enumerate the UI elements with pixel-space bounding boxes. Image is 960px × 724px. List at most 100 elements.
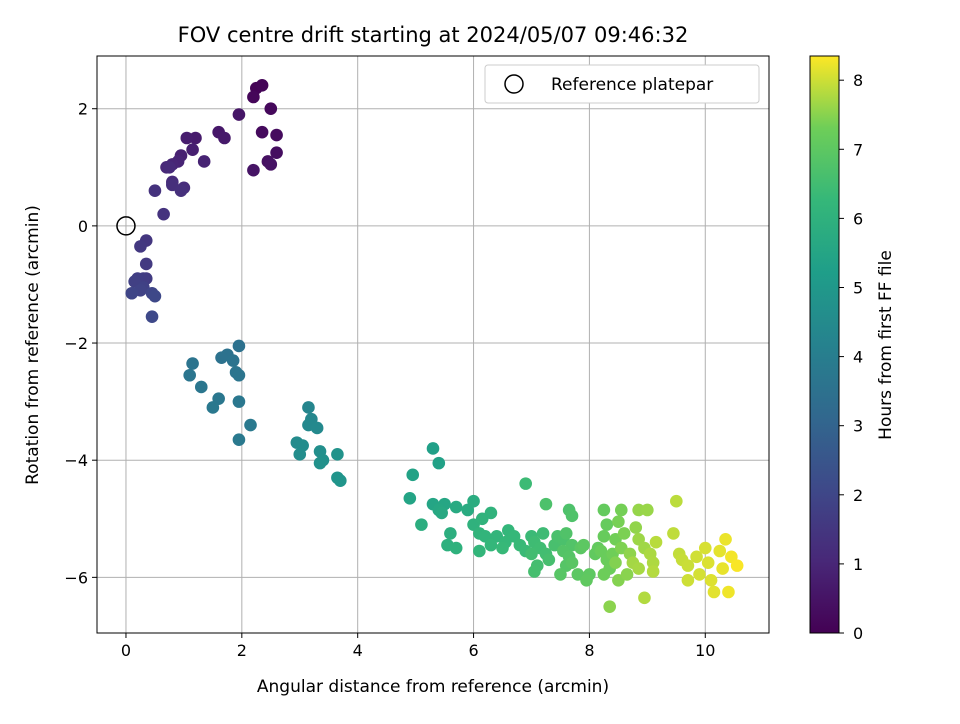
data-point (702, 556, 715, 569)
colorbar-label: Hours from first FF file (876, 250, 896, 440)
data-point (650, 536, 663, 549)
data-point (641, 504, 654, 517)
data-point (670, 495, 683, 508)
data-point (247, 164, 260, 177)
data-point (629, 521, 642, 534)
legend: Reference platepar (485, 65, 759, 103)
data-point (519, 477, 532, 490)
colorbar (810, 56, 839, 633)
data-point (215, 351, 228, 364)
data-point (233, 108, 246, 121)
data-point (618, 527, 631, 540)
data-point (632, 562, 645, 575)
data-point (621, 568, 634, 581)
data-point (415, 518, 428, 531)
data-point (264, 102, 277, 115)
data-point (566, 556, 579, 569)
data-point (540, 498, 553, 511)
data-point (207, 401, 220, 414)
data-point (731, 559, 744, 572)
colorbar-tick-label: 8 (853, 71, 863, 90)
x-tick-label: 10 (695, 641, 715, 660)
colorbar-tick-label: 4 (853, 348, 863, 367)
y-tick-label: −4 (64, 451, 88, 470)
colorbar-tick-label: 2 (853, 486, 863, 505)
data-point (525, 548, 538, 561)
data-point (244, 419, 257, 432)
x-tick-label: 8 (584, 641, 594, 660)
data-point (612, 515, 625, 528)
data-point (157, 208, 170, 221)
y-tick-label: 2 (78, 100, 88, 119)
data-point (218, 132, 231, 145)
data-point (705, 574, 718, 587)
data-point (331, 448, 344, 461)
data-point (444, 527, 457, 540)
x-tick-label: 4 (353, 641, 363, 660)
colorbar-tick-label: 0 (853, 624, 863, 643)
scatter-chart: 0 2 4 6 8 10 2 0 −2 −4 −6 FOV centre drift starti… (0, 0, 960, 720)
data-point (146, 310, 159, 323)
data-point (716, 562, 729, 575)
data-point (183, 369, 196, 382)
data-point (256, 79, 269, 92)
x-tick-label: 2 (237, 641, 247, 660)
data-point (719, 533, 732, 546)
data-point (432, 457, 445, 470)
data-point (233, 433, 246, 446)
data-point (713, 545, 726, 558)
data-point (435, 507, 448, 520)
data-point (233, 369, 246, 382)
data-point (233, 395, 246, 408)
data-point (404, 492, 417, 505)
data-point (270, 129, 283, 142)
data-point (256, 126, 269, 139)
data-point (667, 527, 680, 540)
data-point (699, 542, 712, 555)
data-point (560, 527, 573, 540)
data-point (450, 501, 463, 514)
data-point (543, 553, 556, 566)
data-point (682, 574, 695, 587)
data-point (195, 381, 208, 394)
data-point (485, 539, 498, 552)
data-point (134, 240, 147, 253)
data-point (311, 422, 324, 435)
x-tick-label: 0 (121, 641, 131, 660)
data-point (140, 258, 153, 271)
data-point (175, 184, 188, 197)
data-point (554, 568, 567, 581)
data-point (247, 91, 260, 104)
chart-title: FOV centre drift starting at 2024/05/07 … (178, 23, 689, 47)
data-point (198, 155, 211, 168)
y-tick-label: 0 (78, 217, 88, 236)
colorbar-tick-label: 3 (853, 417, 863, 436)
colorbar-tick-label: 5 (853, 278, 863, 297)
data-point (603, 600, 616, 613)
data-point (293, 448, 306, 461)
data-point (227, 354, 240, 367)
data-point (149, 184, 162, 197)
colorbar-tick-label: 7 (853, 140, 863, 159)
data-point (473, 545, 486, 558)
data-point (180, 132, 193, 145)
data-point (693, 568, 706, 581)
data-point (186, 143, 199, 156)
x-axis-label: Angular distance from reference (arcmin) (257, 677, 609, 697)
data-point (264, 158, 277, 171)
y-axis-label: Rotation from reference (arcmin) (23, 205, 43, 485)
y-tick-label: −2 (64, 334, 88, 353)
data-point (302, 401, 315, 414)
data-point (406, 469, 419, 482)
data-point (186, 357, 199, 370)
data-point (485, 507, 498, 520)
data-point (149, 290, 162, 303)
data-point (708, 586, 721, 599)
y-tick-label: −6 (64, 568, 88, 587)
data-point (467, 495, 480, 508)
data-point (722, 586, 735, 599)
data-point (609, 556, 622, 569)
data-point (647, 565, 660, 578)
data-point (528, 565, 541, 578)
colorbar-tick-label: 6 (853, 209, 863, 228)
